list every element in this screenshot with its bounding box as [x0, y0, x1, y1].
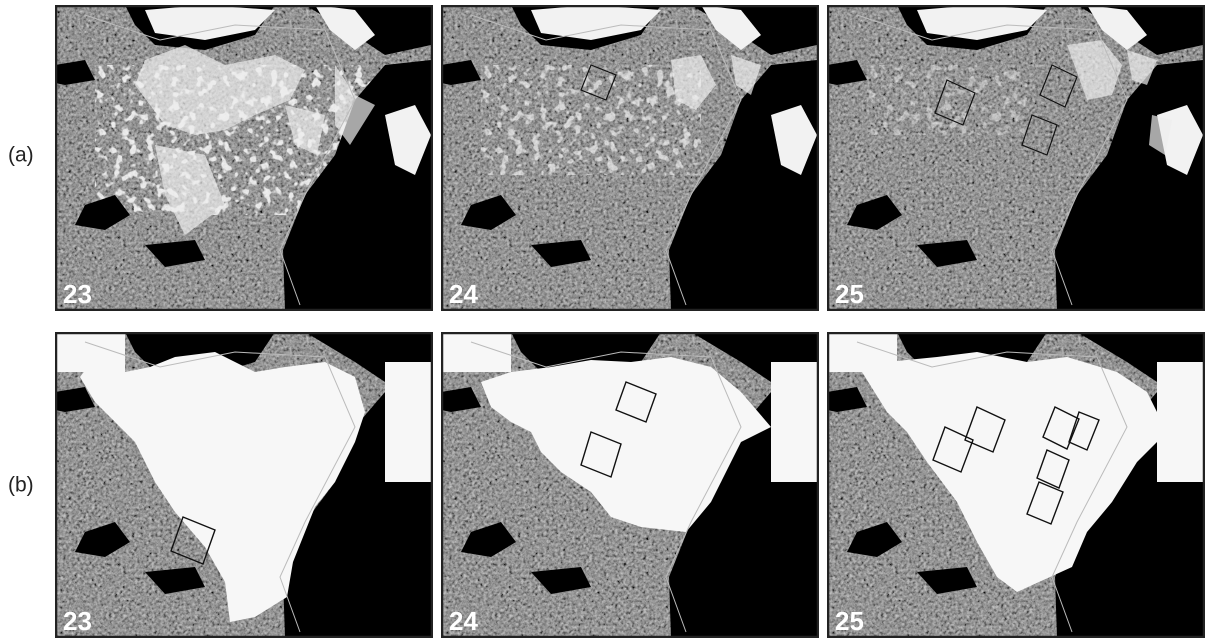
satellite-panel: 25: [827, 5, 1205, 311]
satellite-panel: 24: [441, 332, 819, 638]
page: (a) (b) 232425232425 (() => { const data…: [0, 0, 1216, 640]
satellite-panel: 23: [55, 5, 433, 311]
snow-speckle: [481, 65, 701, 175]
satellite-panel: 23: [55, 332, 433, 638]
figure: (a) (b) 23 24 25 23 24 25: [0, 0, 1216, 640]
snow-mask: [771, 362, 817, 482]
row-label: (b): [8, 474, 34, 497]
snow-mask: [385, 362, 431, 482]
panel-label: 25: [835, 606, 864, 636]
row-label: (a): [8, 144, 34, 167]
panel-label: 25: [835, 279, 864, 309]
panel-label: 24: [449, 279, 478, 309]
panel-label: 24: [449, 606, 478, 636]
satellite-panel: 24: [441, 5, 819, 311]
snow-speckle: [867, 65, 1027, 135]
panel-label: 23: [63, 279, 92, 309]
satellite-panel: 25: [827, 332, 1205, 638]
panel-label: 23: [63, 606, 92, 636]
snow-mask: [1157, 362, 1203, 482]
